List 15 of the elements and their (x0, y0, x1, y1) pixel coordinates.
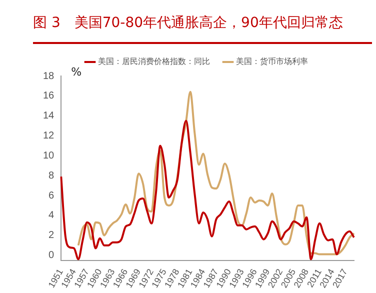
y-axis-title: % (71, 65, 82, 78)
y-tick-label: 2 (48, 230, 55, 242)
legend-label: 美国：货币市场利率 (236, 57, 308, 66)
y-tick-label: 18 (43, 70, 55, 82)
line-series (77, 90, 355, 256)
legend-label: 美国：居民消费价格指数：同比 (98, 57, 210, 66)
y-tick-label: 8 (48, 170, 55, 182)
chart-title: 图 3 美国70-80年代通胀高企，90年代回归常态 (33, 14, 343, 32)
y-tick-label: 14 (43, 110, 55, 122)
y-tick-label: 6 (48, 190, 55, 202)
y-tick-label: 12 (43, 130, 55, 142)
y-tick-label: 0 (48, 250, 55, 262)
y-tick-label: 16 (43, 90, 55, 102)
y-tick-label: 4 (48, 210, 55, 222)
y-tick-label: 10 (43, 150, 55, 162)
